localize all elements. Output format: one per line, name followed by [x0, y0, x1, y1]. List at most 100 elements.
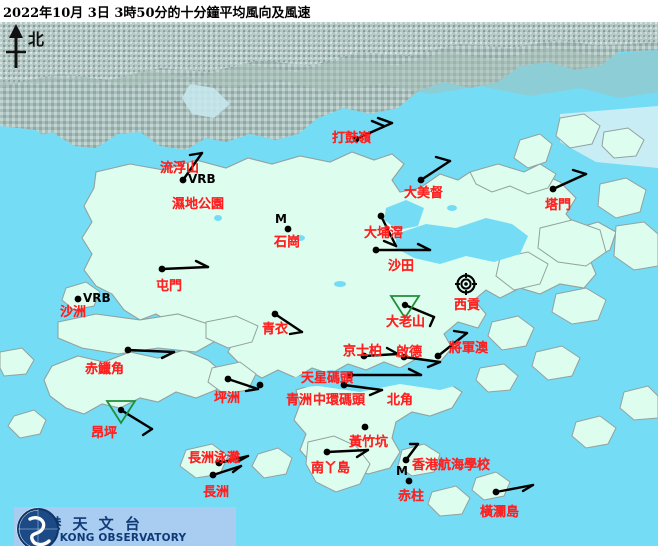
station-label: 屯門 [156, 279, 183, 294]
wind-barb-shaft [402, 355, 442, 364]
outlying-island-w [7, 409, 47, 439]
map-geometry [0, 22, 658, 517]
station-27 [402, 442, 420, 464]
wind-barb-feather [188, 151, 204, 157]
deep-bay-water [0, 126, 58, 178]
wind-barb-feather [452, 329, 469, 335]
wind-barb-shaft [354, 121, 394, 141]
station-23 [105, 400, 154, 437]
station-7 [372, 242, 432, 254]
station-dot-marker [400, 353, 408, 361]
sha-chau-island [61, 281, 101, 311]
wind-barb-shaft [379, 214, 398, 248]
m-station-indicator: M [396, 464, 408, 478]
hko-logo-band: 香 港 天 文 台 HONG KONG OBSERVATORY [14, 507, 236, 546]
station-11 [389, 295, 436, 328]
station-label: 赤鱲角 [85, 362, 125, 377]
station-dot-marker [401, 301, 409, 309]
wind-barb-shaft [551, 172, 588, 191]
wind-barb-feather [244, 387, 260, 393]
station-29 [492, 483, 535, 496]
station-16 [360, 346, 400, 360]
junk-bay-east [487, 315, 535, 351]
page-title: 2022年10月 3日 3時50分的十分鐘平均風向及風速 [3, 6, 311, 21]
wind-barb-feather [571, 168, 588, 176]
station-dot-marker [417, 176, 425, 184]
waglan-island [471, 471, 511, 501]
station-label: 長洲泳灘 [188, 451, 241, 466]
wind-barb-feather [141, 427, 154, 437]
tolo-harbour [396, 218, 528, 264]
wind-barb-feather [288, 330, 304, 336]
outlying-island-nw [0, 347, 35, 377]
map-canvas[interactable]: 北 打鼓嶺 流浮山 VRB 濕地公園 石崗 M 大美督 塔門 大埔滘 沙田 屯門 沙洲 VRB 青衣 大老山… [0, 22, 658, 546]
wind-barb-shaft [217, 454, 250, 465]
wind-barb-feather [434, 155, 452, 163]
station-label: 濕地公園 [172, 197, 225, 212]
wind-barb-layer [74, 116, 588, 496]
station-dot-marker [323, 448, 331, 456]
station-22 [361, 423, 369, 431]
wind-barb-shaft [160, 265, 210, 271]
shenzhen-reservoir [182, 84, 230, 118]
station-4 [417, 155, 452, 184]
wind-barb-shaft [494, 483, 535, 494]
station-9 [74, 295, 82, 303]
wind-barb-feather [382, 239, 398, 248]
station-label: 流浮山 [160, 161, 200, 176]
station-dot-marker [492, 488, 500, 496]
station-dot-marker [377, 212, 385, 220]
station-label: 沙田 [388, 259, 415, 274]
station-dot-marker [284, 225, 292, 233]
station-24 [215, 454, 250, 467]
po-toi-island [427, 485, 471, 517]
victoria-harbour [290, 366, 462, 392]
wind-barb-shaft [342, 383, 384, 392]
tung-lung-island [475, 363, 519, 393]
tolo-channel-inner [384, 200, 424, 230]
station-12 [455, 273, 477, 295]
station-13 [434, 329, 469, 360]
station-17 [400, 353, 442, 369]
wind-barb-shaft [126, 348, 176, 354]
wind-barb-feather [237, 454, 250, 463]
station-dot-marker [271, 310, 279, 318]
station-dot-marker [256, 381, 264, 389]
station-dot-marker [372, 246, 380, 254]
station-dot-marker [215, 459, 223, 467]
outlying-island-e [531, 345, 581, 381]
station-8 [158, 259, 210, 273]
sai-kung-peninsula [537, 219, 607, 267]
mainland-terrain-shade [0, 48, 658, 98]
wind-barb-feather [426, 360, 442, 369]
inland-waters [214, 205, 519, 287]
hko-logo-icon [16, 507, 59, 546]
northeast-island-c [597, 177, 647, 219]
station-dot-marker [224, 375, 232, 383]
plover-cove-peninsula [469, 163, 557, 195]
wind-barb-feather [370, 119, 386, 128]
station-dot-marker [402, 456, 410, 464]
station-triangle-marker [105, 400, 137, 425]
wind-barb-feather [428, 315, 436, 328]
wind-barb-shaft [226, 377, 260, 391]
stanley-peninsula [397, 443, 441, 477]
station-1 [179, 151, 204, 184]
wind-barb-feather [160, 350, 176, 360]
wind-barb-shaft [419, 159, 452, 182]
station-triangle-marker [389, 295, 421, 320]
wind-barb-feather [355, 448, 370, 459]
station-dot-marker [405, 477, 413, 485]
north-label: 北 [28, 30, 45, 49]
wind-barb-shaft [211, 464, 243, 477]
wind-barb-feather [231, 464, 243, 474]
wind-barb-shaft [362, 352, 400, 358]
station-label: 青衣 [262, 322, 289, 337]
station-dot-marker [360, 352, 368, 360]
station-dot-marker [117, 406, 125, 414]
station-label: 啟德 [396, 345, 423, 360]
station-label: 天星碼頭 [301, 371, 354, 386]
station-label: 北角 [387, 393, 414, 408]
wind-barb-feather [385, 346, 400, 356]
station-15 [224, 375, 260, 393]
